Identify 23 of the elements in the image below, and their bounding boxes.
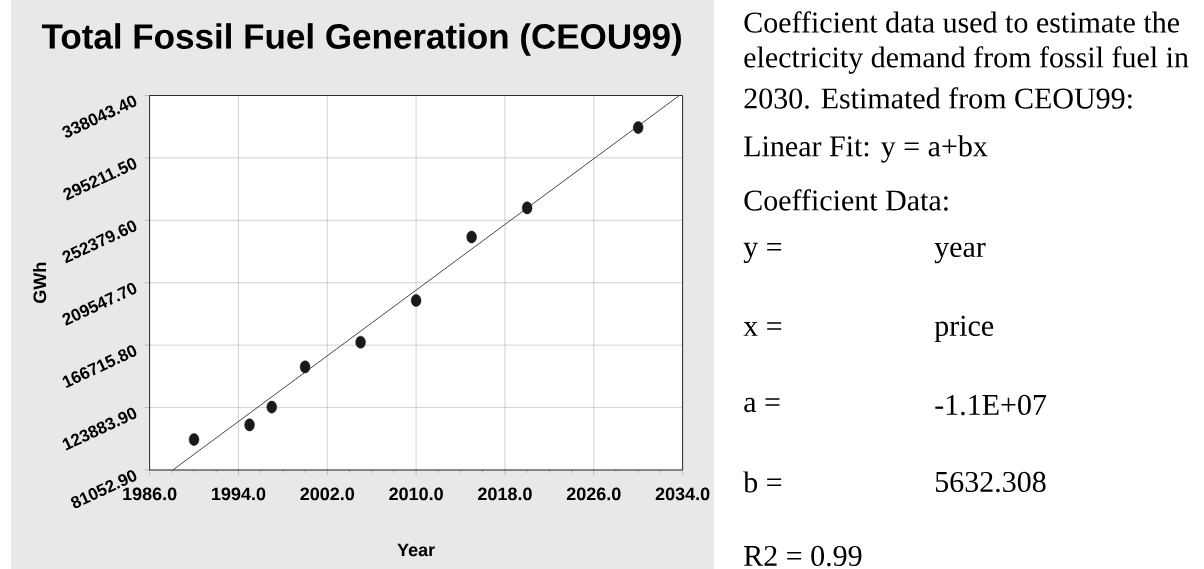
chart-title: Total Fossil Fuel Generation (CEOU99): [41, 23, 681, 56]
text: x =: [743, 322, 782, 336]
x-axis-title: Year: [397, 543, 435, 557]
text: -1.1E+07: [935, 394, 1047, 416]
text: Linear Fit: y = a+bx: [744, 135, 988, 163]
text: price: [934, 315, 994, 343]
text: electricity demand from fossil fuel in: [744, 46, 1189, 74]
text: y =: [743, 242, 782, 264]
text: year: [934, 242, 986, 264]
x-tick-label: 2018.0: [478, 487, 532, 501]
text: Coefficient data used to estimate the: [744, 11, 1180, 33]
x-tick-label: 1994.0: [212, 487, 266, 501]
text: 5632.308: [935, 471, 1046, 493]
x-tick-label: 2034.0: [655, 487, 710, 501]
text: 2030. Estimated from CEOU99:: [744, 87, 1132, 109]
text: R2 = 0.99: [744, 545, 862, 567]
text: b =: [743, 471, 782, 493]
y-axis-title: GWh: [33, 262, 47, 303]
x-tick-label: 2002.0: [300, 487, 355, 501]
x-tick-label: 2026.0: [566, 487, 621, 501]
text: a =: [744, 397, 780, 413]
x-tick-label: 2010.0: [389, 487, 443, 501]
text: Coefficient Data:: [744, 189, 948, 211]
